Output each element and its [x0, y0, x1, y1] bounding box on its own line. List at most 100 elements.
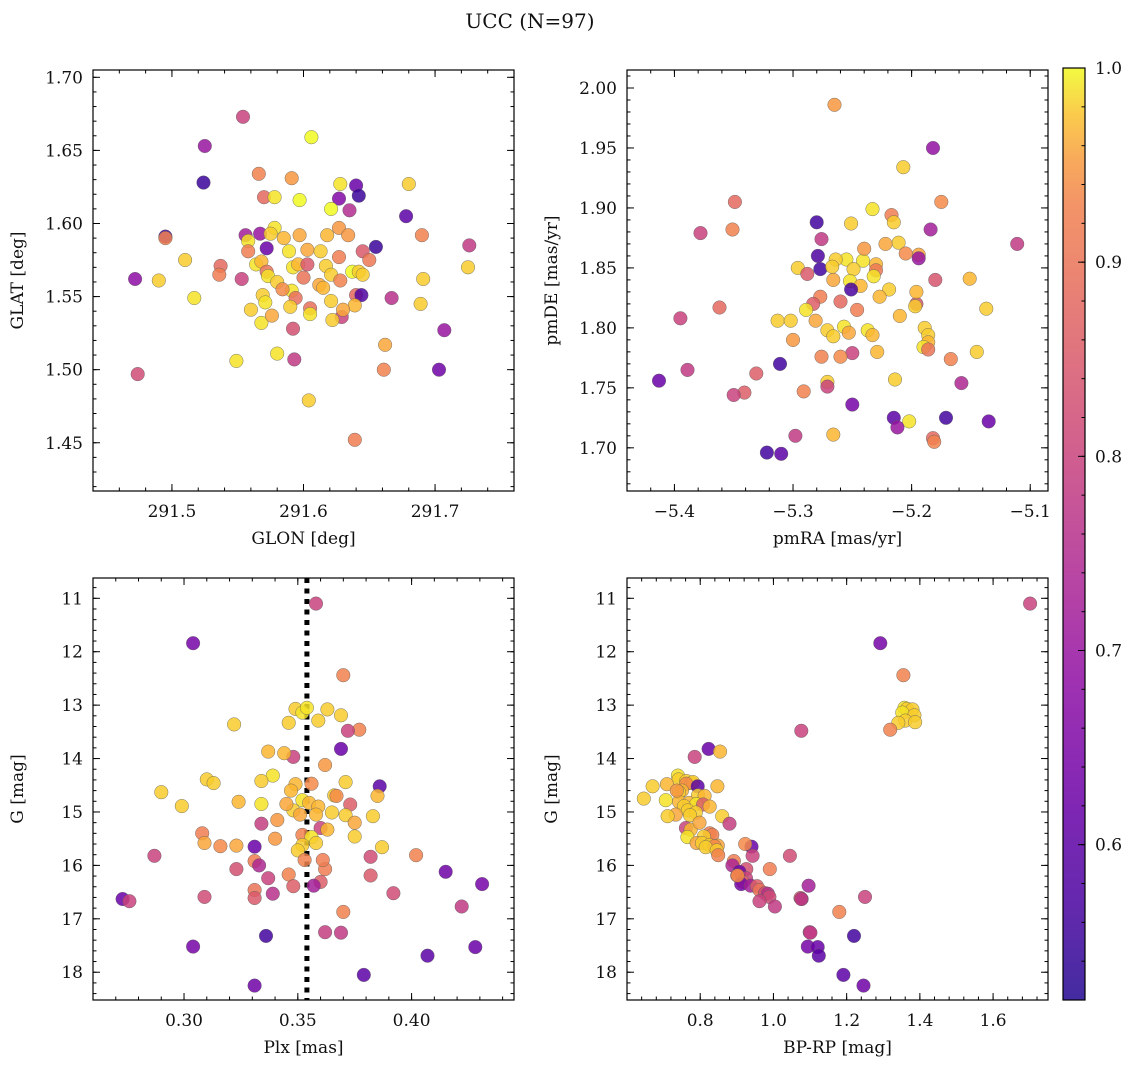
scatter-point	[275, 282, 290, 297]
scatter-point	[923, 222, 938, 237]
scatter-point	[147, 848, 162, 863]
scatter-point	[409, 848, 424, 863]
scatter-point	[414, 228, 429, 243]
scatter-point	[909, 284, 924, 299]
scatter-point	[351, 188, 366, 203]
y-tick-label: 15	[595, 803, 617, 823]
y-tick-label: 16	[61, 856, 83, 876]
scatter-point	[341, 228, 356, 243]
scatter-point	[883, 722, 898, 737]
scatter-point	[811, 948, 826, 963]
scatter-point	[384, 291, 399, 306]
x-tick-label: 1.6	[980, 1011, 1007, 1031]
x-tick-label: 291.7	[411, 502, 460, 522]
scatter-point	[281, 715, 296, 730]
scatter-point	[334, 741, 349, 756]
scatter-point	[227, 717, 242, 732]
colorbar-tick-label: 0.9	[1095, 253, 1122, 273]
scatter-point	[320, 822, 335, 837]
scatter-point	[794, 892, 809, 907]
scatter-point	[197, 889, 212, 904]
scatter-point	[727, 194, 742, 209]
scatter-point	[847, 928, 862, 943]
y-tick-label: 1.75	[579, 379, 617, 399]
scatter-point	[826, 427, 841, 442]
scatter-point	[833, 294, 848, 309]
scatter-point	[286, 879, 301, 894]
y-tick-label: 13	[595, 696, 617, 716]
scatter-point	[355, 267, 370, 282]
y-tick-label: 14	[61, 750, 83, 770]
scatter-point	[154, 785, 169, 800]
scatter-point	[151, 273, 166, 288]
y-tick-label: 18	[61, 963, 83, 983]
scatter-point	[865, 202, 880, 217]
scatter-point	[212, 267, 227, 282]
scatter-point	[334, 925, 349, 940]
scatter-point	[254, 315, 269, 330]
scatter-point	[712, 300, 727, 315]
y-tick-label: 17	[61, 910, 83, 930]
scatter-point	[882, 282, 897, 297]
scatter-point	[347, 815, 362, 830]
scatter-point	[267, 190, 282, 205]
scatter-point	[300, 257, 315, 272]
y-tick-label: 1.70	[579, 439, 617, 459]
scatter-point	[796, 384, 811, 399]
scatter-point	[270, 346, 285, 361]
scatter-point	[803, 925, 818, 940]
scatter-point	[749, 366, 764, 381]
scatter-point	[297, 853, 312, 868]
scatter-point	[898, 246, 913, 261]
colorbar-tick-label: 0.8	[1095, 447, 1122, 467]
scatter-point	[908, 299, 923, 314]
scatter-point	[652, 373, 667, 388]
x-tick-label: −5.1	[1010, 502, 1051, 522]
scatter-point	[669, 783, 684, 798]
scatter-point	[826, 329, 841, 344]
scatter-point	[896, 160, 911, 175]
scatter-point	[788, 428, 803, 443]
scatter-point	[268, 831, 283, 846]
scatter-point	[363, 868, 378, 883]
scatter-point	[934, 194, 949, 209]
y-tick-label: 17	[595, 910, 617, 930]
scatter-point	[399, 209, 414, 224]
scatter-point	[329, 788, 344, 803]
scatter-point	[338, 808, 353, 823]
scatter-point	[475, 877, 490, 892]
scatter-point	[261, 744, 276, 759]
scatter-point	[872, 289, 887, 304]
scatter-point	[300, 242, 315, 257]
scatter-point	[263, 226, 278, 241]
scatter-point	[362, 252, 377, 267]
scatter-point	[336, 668, 351, 683]
y-tick-label: 1.90	[579, 199, 617, 219]
scatter-point	[324, 294, 339, 309]
scatter-point	[826, 272, 841, 287]
scatter-point	[801, 878, 816, 893]
scatter-point	[462, 238, 477, 253]
y-axis-label: pmDE [mas/yr]	[542, 215, 562, 345]
x-tick-label: 291.6	[279, 502, 328, 522]
y-axis-label: GLAT [deg]	[8, 231, 28, 329]
scatter-point	[870, 344, 885, 359]
scatter-point	[229, 838, 244, 853]
scatter-point	[1010, 236, 1025, 251]
axes-frame	[92, 577, 515, 1001]
scatter-point	[243, 302, 258, 317]
scatter-point	[306, 878, 321, 893]
points-group	[652, 97, 1025, 461]
scatter-point	[738, 837, 753, 852]
scatter-point	[873, 636, 888, 651]
scatter-point	[827, 97, 842, 112]
y-tick-label: 18	[595, 963, 617, 983]
scatter-point	[264, 308, 279, 323]
scatter-point	[865, 328, 880, 343]
scatter-point	[254, 774, 269, 789]
scatter-point	[347, 829, 362, 844]
scatter-point	[857, 241, 872, 256]
colorbar-tick-label: 1.0	[1095, 59, 1122, 79]
x-tick-label: −5.4	[654, 502, 695, 522]
x-tick-label: 1.0	[760, 1011, 787, 1031]
